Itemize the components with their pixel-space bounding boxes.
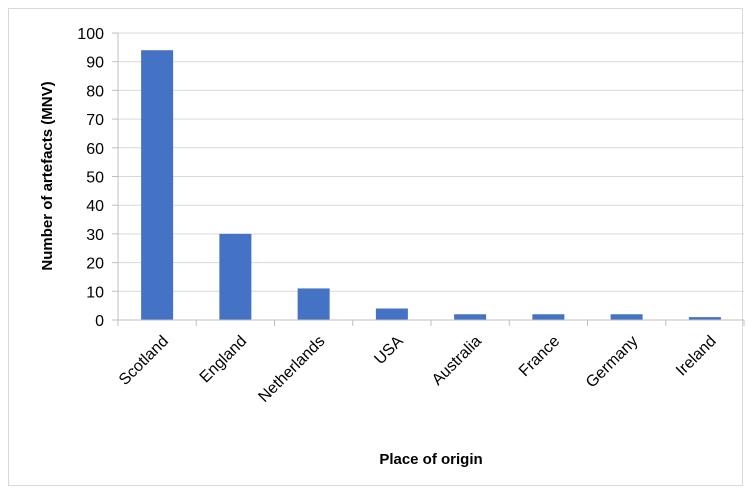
y-tick-label: 60 (86, 141, 104, 158)
x-tick-label: Germany (583, 333, 642, 392)
bar-australia (454, 314, 487, 320)
y-tick-label: 70 (86, 112, 104, 129)
x-tick-label: Netherlands (255, 333, 328, 406)
bar-ireland (688, 317, 721, 320)
y-tick-label: 0 (95, 313, 104, 330)
axes (112, 32, 745, 326)
y-tick-label: 50 (86, 170, 104, 187)
x-tick-label: England (197, 333, 251, 387)
x-axis-title: Place of origin (379, 451, 482, 468)
y-tick-label: 90 (86, 55, 104, 72)
bar-germany (610, 314, 643, 320)
x-tick-label: Ireland (673, 333, 720, 380)
bar-netherlands (297, 288, 330, 320)
y-tick-label: 40 (86, 198, 104, 215)
y-axis-title: Number of artefacts (MNV) (39, 81, 56, 270)
y-tick-label: 30 (86, 227, 104, 244)
bars (141, 50, 721, 320)
y-tick-labels: 0 10 20 30 40 50 60 70 80 90 100 (77, 26, 104, 330)
y-tick-label: 80 (86, 83, 104, 100)
bar-usa (375, 308, 408, 320)
y-tick-label: 20 (86, 256, 104, 273)
bar-england (219, 233, 252, 320)
x-tick-label: Australia (429, 333, 485, 389)
y-tick-label: 100 (77, 26, 104, 43)
gridlines (118, 32, 744, 292)
bar-scotland (141, 50, 174, 320)
bar-france (532, 314, 565, 320)
x-tick-label: France (516, 333, 563, 380)
x-tick-label: Scotland (116, 333, 172, 389)
x-tick-labels: Scotland England Netherlands USA Australia Fr… (116, 333, 720, 406)
x-tick-label: USA (371, 333, 407, 369)
chart-frame (8, 8, 743, 486)
y-tick-label: 10 (86, 284, 104, 301)
